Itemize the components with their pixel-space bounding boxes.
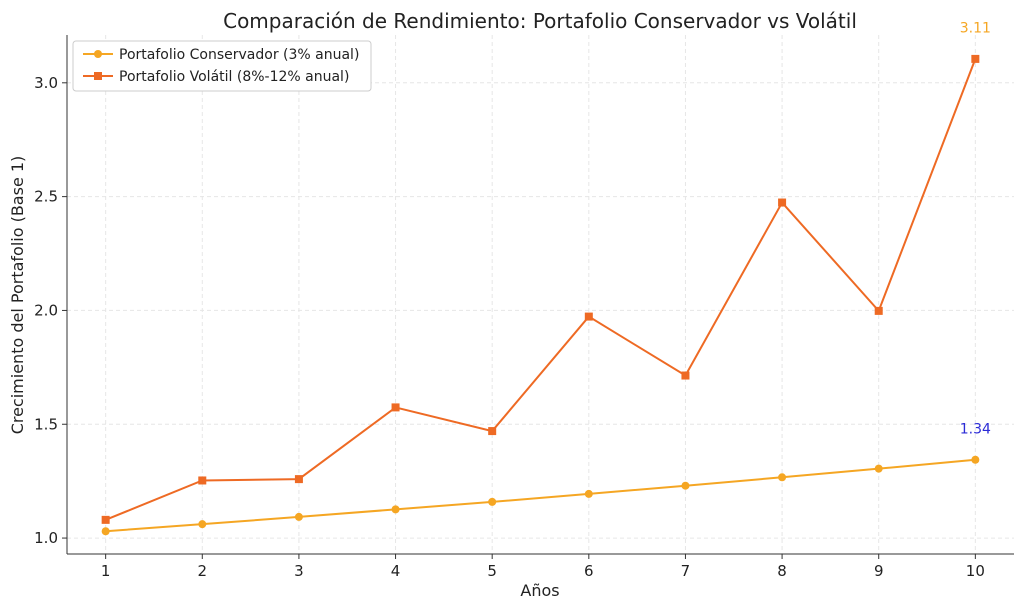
annotation-label: 1.34 — [960, 421, 991, 437]
grid-lines — [67, 35, 1014, 554]
data-point-1 — [294, 475, 303, 484]
y-ticks: 1.0 1.5 2.0 2.5 3.0 — [34, 74, 67, 547]
x-tick-label: 7 — [681, 562, 691, 580]
legend: Portafolio Conservador (3% anual) Portaf… — [72, 40, 372, 92]
x-tick-label: 9 — [874, 562, 884, 580]
data-point-1 — [101, 515, 110, 524]
x-axis-label: Años — [520, 581, 559, 600]
x-tick-label: 2 — [198, 562, 208, 580]
data-point-0 — [198, 520, 207, 529]
x-tick-label: 8 — [777, 562, 787, 580]
series-line-0 — [105, 458, 976, 533]
x-tick-label: 6 — [584, 562, 594, 580]
data-point-0 — [391, 505, 400, 514]
data-point-1 — [584, 312, 593, 321]
data-point-1 — [874, 306, 883, 315]
data-point-1 — [971, 54, 980, 63]
legend-frame — [72, 40, 372, 92]
data-point-0 — [294, 512, 303, 521]
y-tick-label: 1.5 — [34, 415, 58, 433]
legend-marker-volatil — [94, 72, 102, 80]
data-point-0 — [971, 455, 980, 464]
data-point-0 — [488, 497, 497, 506]
legend-label-volatil: Portafolio Volátil (8%-12% anual) — [119, 69, 349, 85]
legend-marker-conservador — [94, 50, 102, 58]
data-point-0 — [584, 489, 593, 498]
x-tick-label: 5 — [487, 562, 497, 580]
annotation-label: 3.11 — [960, 21, 991, 37]
x-ticks: 1 2 3 4 5 6 7 8 9 10 — [101, 554, 985, 580]
y-tick-label: 2.0 — [34, 301, 58, 319]
data-point-1 — [488, 427, 497, 436]
annotations: 3.11 1.34 — [960, 21, 991, 438]
y-tick-label: 3.0 — [34, 74, 58, 92]
data-point-0 — [101, 527, 110, 536]
x-tick-label: 3 — [294, 562, 304, 580]
y-tick-label: 1.0 — [34, 529, 58, 547]
data-point-1 — [198, 476, 207, 485]
data-point-1 — [681, 371, 690, 380]
x-tick-label: 4 — [391, 562, 401, 580]
chart-title: Comparación de Rendimiento: Portafolio C… — [223, 9, 857, 33]
x-tick-label: 10 — [966, 562, 985, 580]
series-line-1 — [105, 58, 977, 521]
data-point-1 — [391, 403, 400, 412]
y-tick-label: 2.5 — [34, 188, 58, 206]
axes — [66, 35, 1014, 555]
x-tick-label: 1 — [101, 562, 111, 580]
data-point-0 — [874, 464, 883, 473]
series-group — [101, 54, 980, 536]
data-point-0 — [778, 473, 787, 482]
legend-label-conservador: Portafolio Conservador (3% anual) — [119, 47, 359, 63]
data-point-1 — [778, 198, 787, 207]
data-point-0 — [681, 481, 690, 490]
y-axis-label: Crecimiento del Portafolio (Base 1) — [8, 156, 27, 435]
